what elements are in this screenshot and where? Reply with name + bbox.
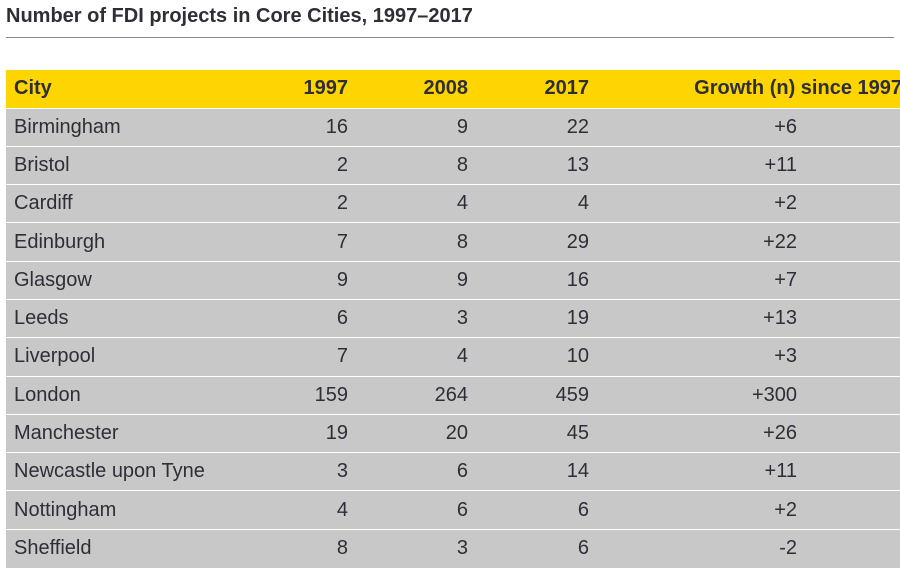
table-row: London 159 264 459 +300 <box>6 375 900 415</box>
table-row: Cardiff 2 4 4 +2 <box>6 184 900 223</box>
cell-2008: 6 <box>348 452 468 491</box>
cell-1997: 16 <box>250 107 348 147</box>
cell-growth: +300 <box>589 375 900 415</box>
cell-2017: 19 <box>468 298 589 338</box>
table-row: Glasgow 9 9 16 +7 <box>6 260 900 300</box>
cell-growth: +13 <box>589 298 900 338</box>
cell-growth: +26 <box>589 413 900 453</box>
cell-1997: 2 <box>250 184 348 223</box>
cell-growth: +6 <box>589 107 900 147</box>
cell-city: Liverpool <box>6 337 250 377</box>
table-row: Nottingham 4 6 6 +2 <box>6 490 900 530</box>
table-body: Birmingham 16 9 22 +6 Bristol 2 8 13 +11 Cardiff 2 4… <box>6 107 900 568</box>
column-header-1997: 1997 <box>303 77 349 100</box>
cell-city: Nottingham <box>6 490 250 530</box>
table-header: City 1997 2008 2017 Growth (n) since 199… <box>6 70 900 108</box>
cell-2008: 8 <box>348 145 468 185</box>
cell-growth: +7 <box>589 260 900 300</box>
cell-2017: 6 <box>468 528 589 568</box>
cell-2017: 16 <box>468 260 589 300</box>
cell-growth: +3 <box>589 337 900 377</box>
title-divider <box>6 37 894 38</box>
column-header-2017: 2017 <box>544 77 590 100</box>
cell-2008: 9 <box>348 260 468 300</box>
cell-2017: 10 <box>468 337 589 377</box>
cell-growth: +2 <box>589 184 900 223</box>
cell-1997: 7 <box>250 222 348 262</box>
cell-growth: -2 <box>589 528 900 568</box>
column-header-growth: Growth (n) since 1997 <box>694 77 900 100</box>
cell-2008: 264 <box>348 375 468 415</box>
cell-city: Manchester <box>6 413 250 453</box>
cell-city: Bristol <box>6 145 250 185</box>
cell-1997: 4 <box>250 490 348 530</box>
cell-2008: 3 <box>348 528 468 568</box>
cell-city: London <box>6 375 250 415</box>
cell-1997: 159 <box>250 375 348 415</box>
cell-1997: 6 <box>250 298 348 338</box>
cell-2017: 6 <box>468 490 589 530</box>
fdi-table: City 1997 2008 2017 Growth (n) since 199… <box>6 70 900 568</box>
cell-growth: +11 <box>589 145 900 185</box>
cell-city: Edinburgh <box>6 222 250 262</box>
table-row: Sheffield 8 3 6 -2 <box>6 528 900 568</box>
cell-city: Sheffield <box>6 528 250 568</box>
cell-2008: 4 <box>348 184 468 223</box>
table-row: Newcastle upon Tyne 3 6 14 +11 <box>6 452 900 491</box>
cell-2017: 13 <box>468 145 589 185</box>
cell-city: Birmingham <box>6 107 250 147</box>
cell-2017: 4 <box>468 184 589 223</box>
cell-2017: 14 <box>468 452 589 491</box>
cell-1997: 8 <box>250 528 348 568</box>
cell-growth: +11 <box>589 452 900 491</box>
table-row: Birmingham 16 9 22 +6 <box>6 107 900 147</box>
cell-city: Newcastle upon Tyne <box>6 452 250 491</box>
cell-1997: 9 <box>250 260 348 300</box>
cell-2008: 9 <box>348 107 468 147</box>
cell-2008: 20 <box>348 413 468 453</box>
cell-2017: 22 <box>468 107 589 147</box>
column-header-2008: 2008 <box>423 77 469 100</box>
cell-growth: +22 <box>589 222 900 262</box>
cell-1997: 7 <box>250 337 348 377</box>
cell-city: Leeds <box>6 298 250 338</box>
cell-city: Cardiff <box>6 184 250 223</box>
column-header-city: City <box>14 77 52 100</box>
table-row: Bristol 2 8 13 +11 <box>6 145 900 185</box>
cell-1997: 19 <box>250 413 348 453</box>
cell-2008: 4 <box>348 337 468 377</box>
cell-2017: 459 <box>468 375 589 415</box>
cell-1997: 3 <box>250 452 348 491</box>
cell-2008: 3 <box>348 298 468 338</box>
cell-2017: 29 <box>468 222 589 262</box>
cell-city: Glasgow <box>6 260 250 300</box>
cell-2008: 8 <box>348 222 468 262</box>
table-row: Liverpool 7 4 10 +3 <box>6 337 900 377</box>
cell-growth: +2 <box>589 490 900 530</box>
header-row: City 1997 2008 2017 Growth (n) since 199… <box>6 70 900 108</box>
cell-2017: 45 <box>468 413 589 453</box>
table-row: Edinburgh 7 8 29 +22 <box>6 222 900 262</box>
cell-2008: 6 <box>348 490 468 530</box>
page-title: Number of FDI projects in Core Cities, 1… <box>6 5 473 27</box>
table-row: Manchester 19 20 45 +26 <box>6 413 900 453</box>
cell-1997: 2 <box>250 145 348 185</box>
table-row: Leeds 6 3 19 +13 <box>6 298 900 338</box>
